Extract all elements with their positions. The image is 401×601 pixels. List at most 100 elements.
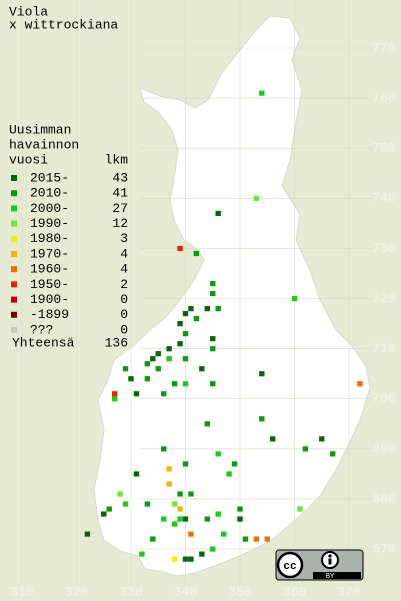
observation-square xyxy=(259,371,265,377)
observation-square xyxy=(226,471,232,477)
y-tick-label: 730 xyxy=(372,241,395,256)
legend-label: -1899 xyxy=(30,307,69,322)
observation-square xyxy=(171,521,178,527)
observation-square xyxy=(210,546,216,552)
legend-label: 1990- xyxy=(30,216,69,231)
observation-square xyxy=(199,551,205,557)
observation-square xyxy=(188,556,194,562)
observation-square xyxy=(166,356,172,362)
observation-square xyxy=(144,361,151,367)
legend-swatch xyxy=(11,281,17,288)
legend-label: 1950- xyxy=(30,277,69,292)
legend-label: 1960- xyxy=(30,262,69,277)
legend-count: 41 xyxy=(112,186,128,201)
observation-square xyxy=(253,195,260,201)
legend-label: 2000- xyxy=(30,201,69,216)
observation-square xyxy=(193,250,200,257)
legend-count: 4 xyxy=(120,246,128,261)
legend-count: 0 xyxy=(120,322,128,337)
observation-square xyxy=(188,306,194,312)
title-line: Viola xyxy=(9,4,48,19)
legend-total-label: Yhteensä xyxy=(12,335,75,350)
y-tick-label: 670 xyxy=(372,541,395,556)
y-tick-label: 680 xyxy=(372,491,395,506)
observation-square xyxy=(128,376,134,382)
legend-header: havainnon xyxy=(9,137,79,152)
legend-swatch xyxy=(11,205,17,212)
observation-square xyxy=(106,506,112,512)
observation-square xyxy=(253,536,260,542)
observation-square xyxy=(199,366,205,372)
title-line: x wittrockiana xyxy=(9,17,118,32)
observation-square xyxy=(144,376,151,382)
observation-square xyxy=(177,491,183,497)
observation-square xyxy=(291,296,298,302)
observation-square xyxy=(177,245,183,252)
legend-count: 0 xyxy=(120,307,128,322)
observation-square xyxy=(177,516,183,522)
observation-square xyxy=(177,341,183,347)
observation-square xyxy=(177,506,183,512)
observation-square xyxy=(133,471,140,477)
y-tick-label: 720 xyxy=(372,291,395,306)
y-tick-label: 740 xyxy=(372,191,395,206)
observation-square xyxy=(101,511,107,517)
land xyxy=(93,15,371,577)
observation-square xyxy=(144,501,151,507)
observation-square xyxy=(117,491,123,497)
x-tick-label: 370 xyxy=(337,584,360,599)
legend-count: 4 xyxy=(120,262,128,277)
observation-square xyxy=(215,306,221,312)
legend-count: 12 xyxy=(112,216,128,231)
legend-count-header: lkm xyxy=(105,152,129,167)
y-tick-label: 690 xyxy=(372,441,395,456)
legend-label: 1900- xyxy=(30,292,69,307)
observation-square xyxy=(188,491,194,497)
legend-swatch xyxy=(11,190,17,197)
observation-square xyxy=(150,536,156,542)
observation-square xyxy=(193,316,200,322)
legend-count: 27 xyxy=(112,201,128,216)
observation-square xyxy=(171,501,178,507)
observation-square xyxy=(231,461,238,467)
observation-square xyxy=(171,381,178,387)
observation-square xyxy=(204,516,210,522)
x-tick-label: 330 xyxy=(119,584,142,599)
license-text: BY xyxy=(326,573,335,581)
legend-swatch xyxy=(11,175,17,181)
observation-square xyxy=(161,446,167,452)
x-tick-label: 340 xyxy=(174,584,197,599)
legend-count: 3 xyxy=(120,231,128,246)
legend-swatch xyxy=(11,327,17,333)
observation-square xyxy=(182,381,189,387)
legend-swatch xyxy=(11,220,17,227)
x-tick-label: 350 xyxy=(228,584,251,599)
observation-square xyxy=(237,506,243,512)
legend-header: Uusimman xyxy=(9,122,71,137)
legend-header: vuosi xyxy=(9,152,48,167)
observation-square xyxy=(215,451,221,457)
observation-square xyxy=(259,416,265,422)
legend-count: 43 xyxy=(112,170,128,185)
y-tick-label: 760 xyxy=(372,91,395,106)
legend-label: 2010- xyxy=(30,186,69,201)
observation-square xyxy=(166,466,172,472)
x-tick-label: 360 xyxy=(283,584,306,599)
observation-square xyxy=(161,516,167,522)
observation-square xyxy=(182,516,189,522)
observation-square xyxy=(182,461,189,467)
observation-square xyxy=(155,351,161,357)
observation-square xyxy=(161,391,167,397)
observation-square xyxy=(215,210,221,217)
observation-square xyxy=(259,90,265,96)
observation-square xyxy=(210,381,216,387)
observation-square xyxy=(242,536,249,542)
observation-square xyxy=(270,436,276,442)
observation-square xyxy=(188,531,194,537)
observation-square xyxy=(210,280,216,287)
observation-square xyxy=(215,511,221,517)
license-badge: cc BY xyxy=(275,549,364,581)
y-tick-label: 770 xyxy=(372,40,395,55)
